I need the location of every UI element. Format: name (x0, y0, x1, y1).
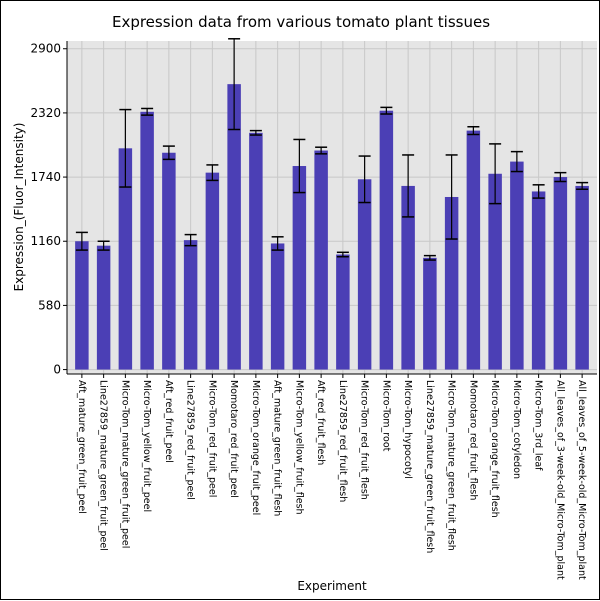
bar (466, 130, 481, 370)
x-tick-label: Micro-Tom_hypocotyl (402, 380, 413, 479)
bar (292, 166, 307, 370)
bar (205, 172, 220, 370)
x-tick-label: Aft_mature_green_fruit_peel (76, 380, 87, 514)
x-tick-label: All_leaves_of_5-week-old_Micro-Tom_plant (576, 380, 587, 580)
bar (140, 111, 154, 370)
bar (531, 191, 546, 370)
x-tick-label: Line27859_red_fruit_peel (185, 380, 196, 500)
x-tick-label: Line27859_red_fruit_flesh (337, 380, 348, 502)
x-tick-label: Micro-Tom_yellow_fruit_peel (141, 380, 152, 512)
plot-area (67, 41, 597, 374)
bar (444, 196, 459, 370)
bar (75, 241, 89, 370)
x-tick-label: Micro-Tom_yellow_fruit_flesh (293, 380, 304, 515)
x-tick-label: Micro-Tom_orange_fruit_peel (250, 380, 261, 515)
bar (227, 84, 241, 370)
x-tick-label: Micro-Tom_red_fruit_peel (206, 380, 217, 497)
chart-title: Expression data from various tomato plan… (112, 13, 490, 31)
bars (75, 84, 589, 370)
bar (357, 179, 372, 370)
error-bars (75, 38, 589, 261)
x-tick-label: Micro-Tom_mature_green_fruit_peel (119, 380, 130, 548)
y-tick-label: 0 (53, 363, 61, 377)
bar (162, 152, 176, 370)
bar (249, 132, 263, 370)
x-axis-title: Experiment (297, 579, 367, 593)
x-tick-label: Micro-Tom_red_fruit_flesh (359, 380, 370, 500)
x-tick-label: Micro-Tom_mature_green_fruit_flesh (446, 380, 457, 551)
x-tick-label: Line27859_mature_green_fruit_flesh (424, 380, 435, 553)
bar (423, 257, 437, 370)
y-tick-label: 580 (38, 298, 61, 312)
y-tick-label: 2320 (30, 106, 61, 120)
bar (379, 110, 394, 370)
x-tick-label: Line27859_mature_green_fruit_peel (98, 380, 109, 551)
bar (488, 173, 502, 370)
bar (510, 161, 524, 370)
bar (553, 177, 568, 370)
bar (336, 254, 350, 370)
y-axis-title: Expression_(Fluor_Intensity) (12, 123, 26, 292)
bar (270, 243, 285, 370)
x-tick-label: All_leaves_of_3-week-old_Micro-Tom_plant (554, 380, 565, 580)
bar (183, 240, 198, 370)
bar (96, 245, 111, 370)
y-tick-label: 1160 (30, 234, 61, 248)
bar (118, 148, 133, 370)
x-tick-label: Micro-Tom_cotyledon (511, 380, 522, 479)
x-tick-label: Micro-Tom_3rd_leaf (533, 380, 544, 471)
y-tick-label: 1740 (30, 170, 61, 184)
x-tick-label: Micro-Tom_root (380, 380, 391, 452)
bar (314, 150, 328, 370)
x-tick-label: Aft_red_fruit_flesh (315, 380, 326, 465)
x-tick-label: Aft_red_fruit_peel (163, 380, 174, 463)
bar (575, 185, 589, 370)
x-tick-label: Momotaro_red_fruit_flesh (467, 380, 478, 500)
x-tick-label: Momotaro_red_fruit_peel (228, 380, 239, 498)
x-tick-labels: Aft_mature_green_fruit_peel Line27859_mat… (76, 374, 587, 580)
bar (401, 185, 415, 370)
y-ticks: 0 580 1160 1740 2320 2900 (30, 42, 67, 377)
y-tick-label: 2900 (30, 42, 61, 56)
x-tick-label: Micro-Tom_orange_fruit_flesh (489, 380, 500, 518)
x-tick-label: Aft_mature_green_fruit_flesh (272, 380, 283, 516)
